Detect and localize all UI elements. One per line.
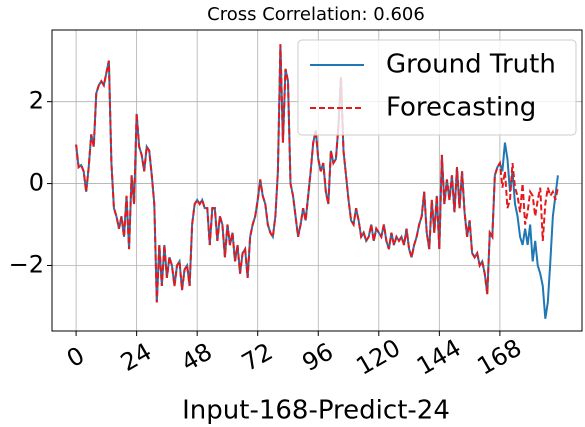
- y-tick-label: −2: [9, 250, 44, 278]
- y-tick-label: 2: [29, 87, 44, 115]
- legend-label: Ground Truth: [386, 50, 556, 80]
- series-line: [75, 44, 559, 303]
- x-tick-label: 48: [176, 337, 216, 377]
- x-tick-label: 0: [62, 341, 89, 373]
- legend-box: [297, 39, 577, 136]
- x-tick-label: 72: [237, 337, 277, 377]
- x-axis-label: Input-168-Predict-24: [182, 396, 450, 426]
- x-tick-label: 144: [412, 334, 466, 381]
- x-tick-label: 168: [473, 334, 527, 381]
- legend-label: Forecasting: [386, 93, 536, 123]
- x-tick-label: 24: [116, 337, 156, 377]
- plot-frame: [51, 29, 583, 332]
- chart-title: Cross Correlation: 0.606: [207, 4, 425, 25]
- y-tick-label: 0: [29, 169, 44, 197]
- x-tick-label: 96: [298, 337, 338, 377]
- x-tick-label: 120: [351, 334, 405, 381]
